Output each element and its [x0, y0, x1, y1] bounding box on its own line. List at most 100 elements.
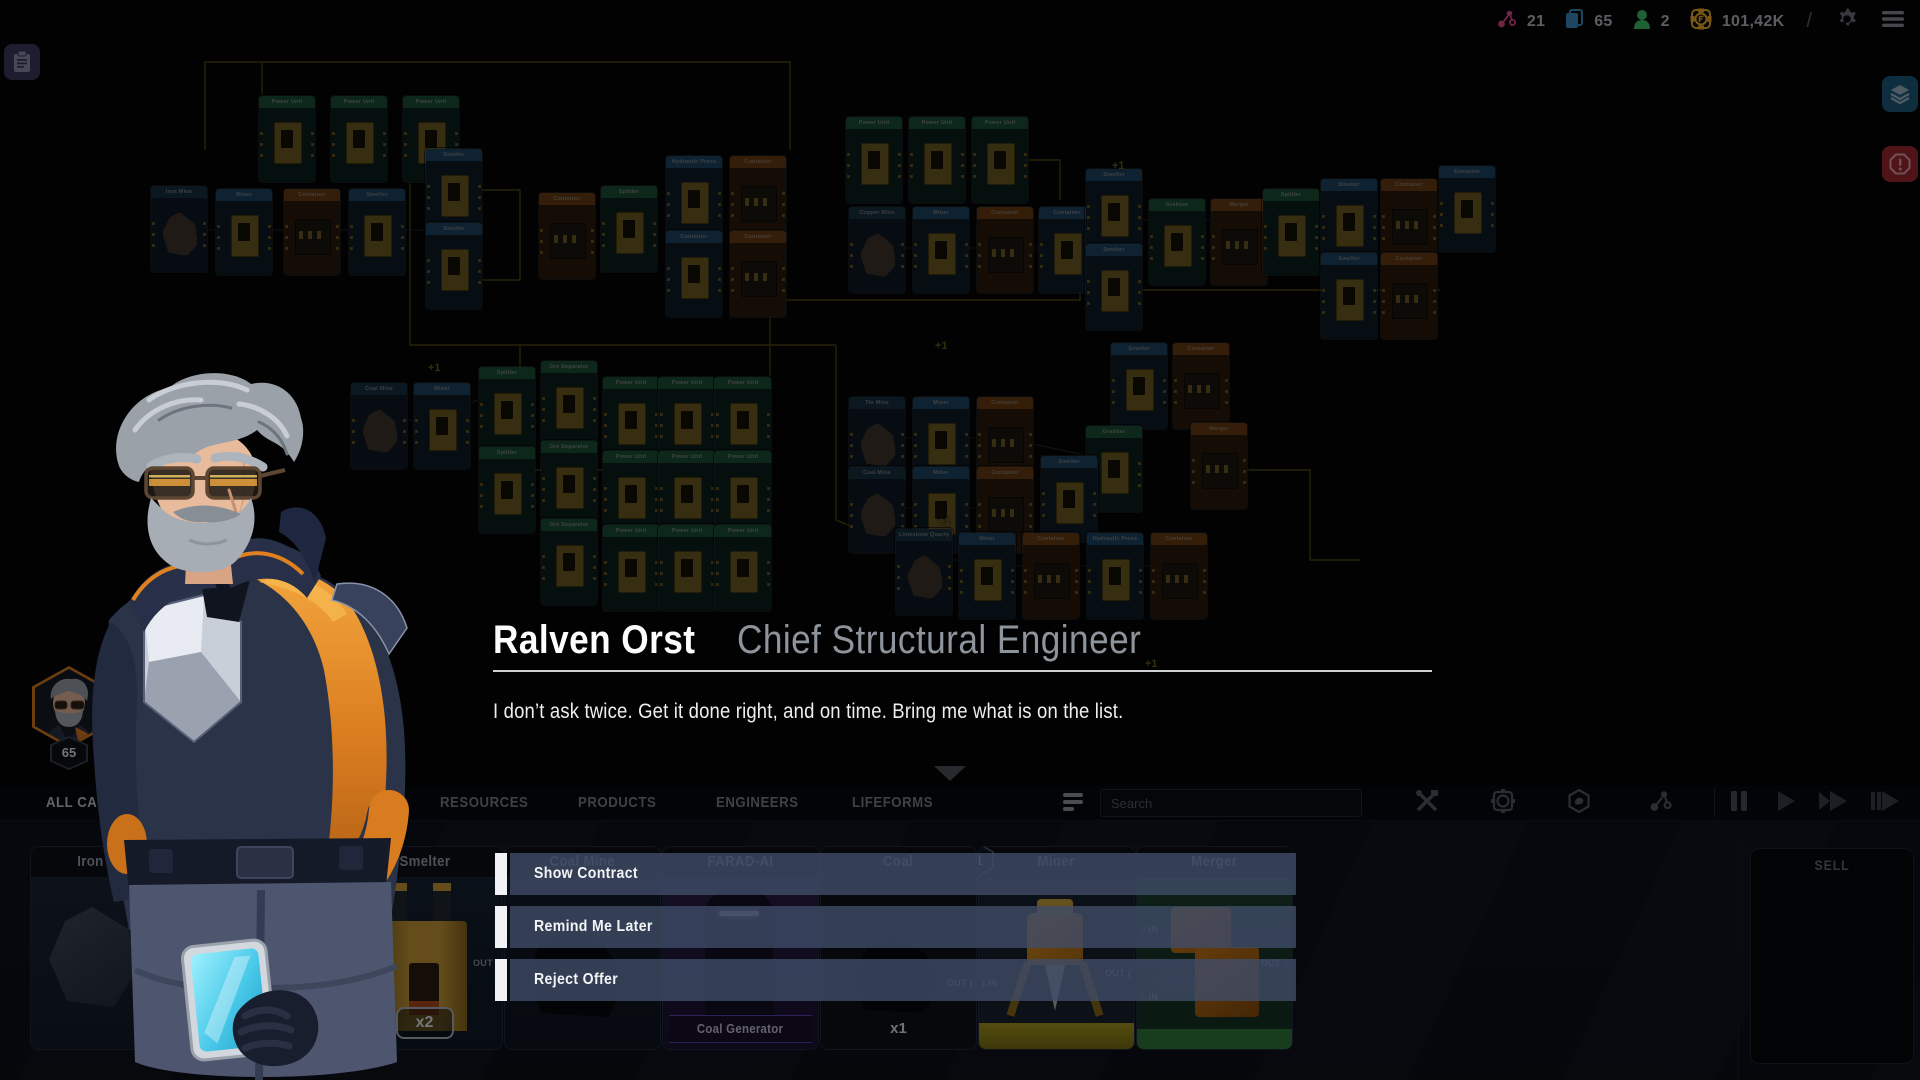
card-count-badge: x1: [890, 1020, 907, 1037]
tab-all-cards[interactable]: ALL CARDS: [46, 794, 127, 811]
play-button[interactable]: [1776, 790, 1796, 816]
graph-node-smelter[interactable]: Smelter: [1320, 252, 1378, 340]
credits-icon: [1690, 8, 1712, 35]
hud-stat: 21: [1497, 9, 1545, 34]
graph-node-iron-mine[interactable]: Iron Mine: [150, 185, 208, 273]
graph-node-power-unit[interactable]: Power Unit: [714, 524, 772, 612]
graph-bonus-label: +1: [938, 516, 951, 528]
option-label: Show Contract: [534, 865, 638, 882]
graph-node-power-unit[interactable]: Power Unit: [971, 116, 1029, 204]
hand-card-smelter[interactable]: Smelter) IN OUT (x2: [346, 846, 503, 1050]
graph-node-extractor[interactable]: Extractor: [1438, 165, 1496, 253]
card-port-label: OUT (: [157, 968, 183, 978]
panel-collapse-handle[interactable]: [934, 766, 966, 781]
graph-node-power-unit[interactable]: Power Unit: [908, 116, 966, 204]
automation-button[interactable]: [1488, 788, 1518, 817]
speaker-avatar[interactable]: 65: [26, 660, 148, 770]
tab-products[interactable]: PRODUCTS: [578, 794, 657, 811]
max-speed-icon: [1870, 790, 1900, 817]
graph-bonus-label: +1: [1112, 160, 1125, 172]
graph-node-coal-mine[interactable]: Coal Mine: [350, 382, 408, 470]
graph-node-smelter[interactable]: Smelter: [1085, 243, 1143, 331]
graph-node-smelter[interactable]: Smelter: [348, 188, 406, 276]
search-input[interactable]: [1100, 789, 1362, 817]
graph-node-smelter[interactable]: Smelter: [1040, 455, 1098, 543]
graph-view-icon: [1649, 789, 1673, 818]
node-graph-icon: [1497, 9, 1517, 34]
sell-label: SELL: [1814, 857, 1850, 873]
graph-node-smelter[interactable]: Smelter: [425, 222, 483, 310]
graph-node-grabber[interactable]: Grabber: [1148, 198, 1206, 286]
fast-forward-button[interactable]: [1818, 790, 1848, 816]
graph-bonus-label: +1: [428, 362, 441, 374]
graph-node-splitter[interactable]: Splitter: [478, 446, 536, 534]
graph-node-limestone-quarry[interactable]: Limestone Quarry: [895, 528, 953, 616]
sell-drop-zone[interactable]: SELL: [1750, 848, 1914, 1064]
speaker-title: Chief Structural Engineer: [737, 618, 1142, 662]
settings-button[interactable]: [1834, 7, 1860, 36]
max-speed-button[interactable]: [1870, 790, 1900, 816]
graph-node-miner[interactable]: Miner: [215, 188, 273, 276]
speaker-level-badge: 65: [50, 736, 88, 770]
gear-icon: [1835, 7, 1859, 36]
graph-view-button[interactable]: [1646, 789, 1676, 817]
graph-node-container[interactable]: Container: [976, 206, 1034, 294]
tab-engineers[interactable]: ENGINEERS: [716, 794, 799, 811]
graph-node-ore-separator[interactable]: Ore Separator: [540, 518, 598, 606]
graph-node-hydraulic-press[interactable]: Hydraulic Press: [1086, 532, 1144, 620]
graph-node-ore-separator[interactable]: Ore Separator: [540, 440, 598, 528]
graph-node-miner[interactable]: Miner: [958, 532, 1016, 620]
graph-node-container[interactable]: Container: [283, 188, 341, 276]
cards-icon: [1565, 9, 1584, 34]
graph-node-ore-separator[interactable]: Ore Separator: [540, 360, 598, 448]
repair-tools-button[interactable]: [1412, 789, 1442, 817]
graph-node-power-unit[interactable]: Power Unit: [658, 524, 716, 612]
graph-node-power-unit[interactable]: Power Unit: [330, 95, 388, 183]
clipboard-icon: [14, 51, 30, 72]
main-menu-button[interactable]: [1880, 9, 1906, 35]
graph-node-miner[interactable]: Miner: [413, 382, 471, 470]
graph-node-power-unit[interactable]: Power Unit: [602, 524, 660, 612]
dialog-option-show-contract[interactable]: Show Contract: [495, 853, 1296, 895]
graph-node-copper-mine[interactable]: Copper Mine: [848, 206, 906, 294]
graph-node-merger[interactable]: Merger: [1210, 198, 1268, 286]
graph-node-splitter[interactable]: Splitter: [1262, 188, 1320, 276]
card-title: Smelter: [347, 847, 502, 878]
card-count-badge: x2: [395, 1007, 454, 1039]
graph-node-merger[interactable]: Merger: [1190, 422, 1248, 510]
hud-stat-value: 65: [1594, 12, 1613, 30]
layers-button[interactable]: [1882, 76, 1918, 112]
hud-stat: 65: [1565, 9, 1612, 34]
hud-stat-value: 21: [1526, 12, 1546, 30]
filter-button[interactable]: [1062, 791, 1088, 815]
graph-node-container[interactable]: Container: [1022, 532, 1080, 620]
graph-node-container[interactable]: Container: [1150, 532, 1208, 620]
pause-button[interactable]: [1730, 790, 1748, 816]
tasks-clipboard-button[interactable]: [4, 44, 40, 80]
hex-module-button[interactable]: [1564, 788, 1594, 817]
tab-lifeforms[interactable]: LIFEFORMS: [852, 794, 934, 811]
card-art: [31, 877, 186, 1049]
graph-node-splitter[interactable]: Splitter: [478, 366, 536, 454]
graph-node-power-unit[interactable]: Power Unit: [258, 95, 316, 183]
graph-node-container[interactable]: Container: [1380, 252, 1438, 340]
option-accent-bar: [495, 906, 507, 948]
hud-stat: 2: [1633, 9, 1670, 34]
avatar-portrait: [35, 669, 103, 745]
graph-node-splitter[interactable]: Splitter: [600, 185, 658, 273]
graph-node-container[interactable]: Container: [1172, 342, 1230, 430]
hand-card-hidden[interactable]: [188, 846, 345, 1050]
graph-node-container[interactable]: Container: [665, 230, 723, 318]
hand-card-iron-mine[interactable]: Iron Mine OUT (: [30, 846, 187, 1050]
graph-node-power-unit[interactable]: Power Unit: [845, 116, 903, 204]
dialog-option-remind-me-later[interactable]: Remind Me Later: [495, 906, 1296, 948]
alerts-button[interactable]: [1882, 146, 1918, 182]
dialog-option-reject-offer[interactable]: Reject Offer: [495, 959, 1296, 1001]
graph-node-container[interactable]: Container: [538, 192, 596, 280]
tab-resources[interactable]: RESOURCES: [440, 794, 529, 811]
graph-node-miner[interactable]: Miner: [912, 206, 970, 294]
graph-node-smelter[interactable]: Smelter: [1110, 342, 1168, 430]
card-footer-button[interactable]: Coal Generator: [669, 1015, 812, 1043]
dialog-divider: [493, 670, 1432, 672]
graph-node-container[interactable]: Container: [729, 230, 787, 318]
